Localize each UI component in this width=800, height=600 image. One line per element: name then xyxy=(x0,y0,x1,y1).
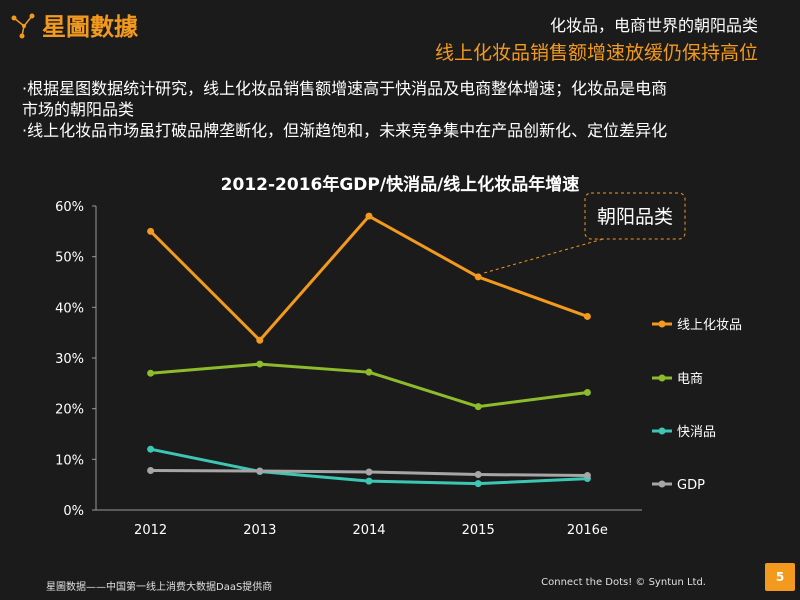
y-tick-label: 30% xyxy=(55,352,84,367)
data-point xyxy=(365,477,373,485)
y-tick-label: 40% xyxy=(55,301,84,316)
x-tick-label: 2016e xyxy=(567,523,608,538)
x-tick-label: 2014 xyxy=(352,523,385,538)
x-tick-label: 2013 xyxy=(243,523,276,538)
legend-swatch-dot xyxy=(658,374,666,382)
y-tick-label: 10% xyxy=(55,453,84,468)
series-line xyxy=(149,214,588,342)
bullet-list: ·根据星图数据统计研究，线上化妆品销售额增速高于快消品及电商整体增速；化妆品是电… xyxy=(22,78,762,141)
data-point xyxy=(474,273,482,281)
bullet-line-2: 市场的朝阳品类 xyxy=(22,100,135,119)
legend-swatch-dot xyxy=(658,427,666,435)
legend-label: 电商 xyxy=(677,372,703,387)
data-point xyxy=(365,468,373,476)
data-point xyxy=(365,212,373,220)
legend-swatch-dot xyxy=(658,480,666,488)
data-point xyxy=(474,403,482,411)
y-tick-label: 50% xyxy=(55,251,84,266)
data-point xyxy=(474,471,482,479)
data-point xyxy=(256,467,264,475)
data-point xyxy=(147,369,155,377)
y-tick-label: 0% xyxy=(63,504,84,519)
logo-dots-icon xyxy=(11,13,35,39)
brand-logo: 星圖數據 xyxy=(10,10,150,46)
header-title: 化妆品，电商世界的朝阳品类 xyxy=(549,16,758,35)
annotation-box xyxy=(584,192,686,240)
x-tick-label: 2012 xyxy=(134,523,167,538)
brand-name: 星圖數據 xyxy=(42,13,138,41)
data-point xyxy=(147,227,155,235)
chart-title: 2012-2016年GDP/快消品/线上化妆品年增速 xyxy=(220,175,580,195)
annotation-leader xyxy=(484,238,604,274)
data-point xyxy=(147,466,155,474)
x-tick-label: 2015 xyxy=(462,523,495,538)
data-point xyxy=(147,445,155,453)
header-subtitle: 线上化妆品销售额增速放缓仍保持高位 xyxy=(434,42,758,64)
data-point xyxy=(365,368,373,376)
data-point xyxy=(256,360,264,368)
legend-label: 线上化妆品 xyxy=(677,318,742,333)
footer-tagline: 星圖数据——中国第一线上消费大数据DaaS提供商 xyxy=(46,582,273,593)
legend-label: GDP xyxy=(677,478,705,493)
y-tick-label: 60% xyxy=(55,200,84,215)
bullet-line-1: ·根据星图数据统计研究，线上化妆品销售额增速高于快消品及电商整体增速；化妆品是电… xyxy=(22,79,668,98)
data-point xyxy=(474,480,482,488)
legend-label: 快消品 xyxy=(677,425,716,440)
data-point xyxy=(583,388,591,396)
data-point xyxy=(583,472,591,480)
annotation-label: 朝阳品类 xyxy=(597,206,673,228)
footer-copyright: Connect the Dots! © Syntun Ltd. xyxy=(541,577,706,588)
legend-swatch-dot xyxy=(658,320,666,328)
data-point xyxy=(256,336,264,344)
bullet-line-3: ·线上化妆品市场虽打破品牌垄断化，但渐趋饱和，未来竞争集中在产品创新化、定位差异… xyxy=(22,121,668,140)
page-number: 5 xyxy=(765,563,795,591)
data-point xyxy=(583,312,591,320)
y-tick-label: 20% xyxy=(55,403,84,418)
